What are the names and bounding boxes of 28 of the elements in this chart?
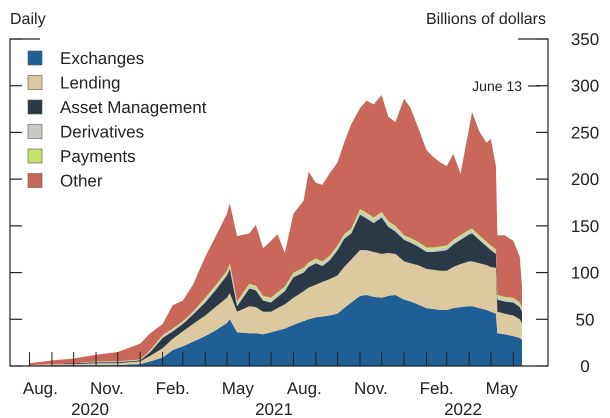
legend-label: Other bbox=[60, 172, 103, 190]
y-tick-label: 100 bbox=[570, 264, 600, 283]
y-tick-label: 250 bbox=[570, 123, 600, 142]
legend-label: Asset Management bbox=[60, 98, 207, 117]
y-tick-label: 150 bbox=[570, 216, 600, 236]
x-tick-label: Nov. bbox=[354, 379, 388, 398]
y-tick-label: 50 bbox=[576, 310, 594, 330]
y-tick-label: 200 bbox=[570, 170, 600, 190]
y-tick-label: 350 bbox=[570, 30, 600, 49]
text: 2022 bbox=[444, 400, 482, 418]
y-tick-label: 300 bbox=[570, 76, 600, 96]
text: 2020 bbox=[71, 400, 109, 418]
x-tick-label: Nov. bbox=[90, 379, 124, 398]
x-tick-label: May bbox=[222, 379, 254, 398]
text: Daily bbox=[10, 11, 46, 28]
legend-label: Derivatives bbox=[60, 122, 144, 142]
text: 2021 bbox=[255, 400, 293, 418]
x-tick-label: Aug. bbox=[286, 379, 322, 398]
legend-label: Exchanges bbox=[60, 49, 144, 68]
annotation: June 13 bbox=[472, 78, 522, 94]
x-tick-label: Feb. bbox=[156, 379, 190, 398]
x-tick-label: Aug. bbox=[22, 379, 58, 398]
x-tick-label: Feb. bbox=[420, 379, 454, 398]
x-tick-label: May bbox=[486, 379, 518, 398]
legend-label: Lending bbox=[60, 74, 121, 92]
y-axis-title: Billions of dollars bbox=[426, 11, 546, 28]
y-tick-label: 0 bbox=[580, 357, 590, 376]
legend-label: Payments bbox=[60, 147, 136, 166]
